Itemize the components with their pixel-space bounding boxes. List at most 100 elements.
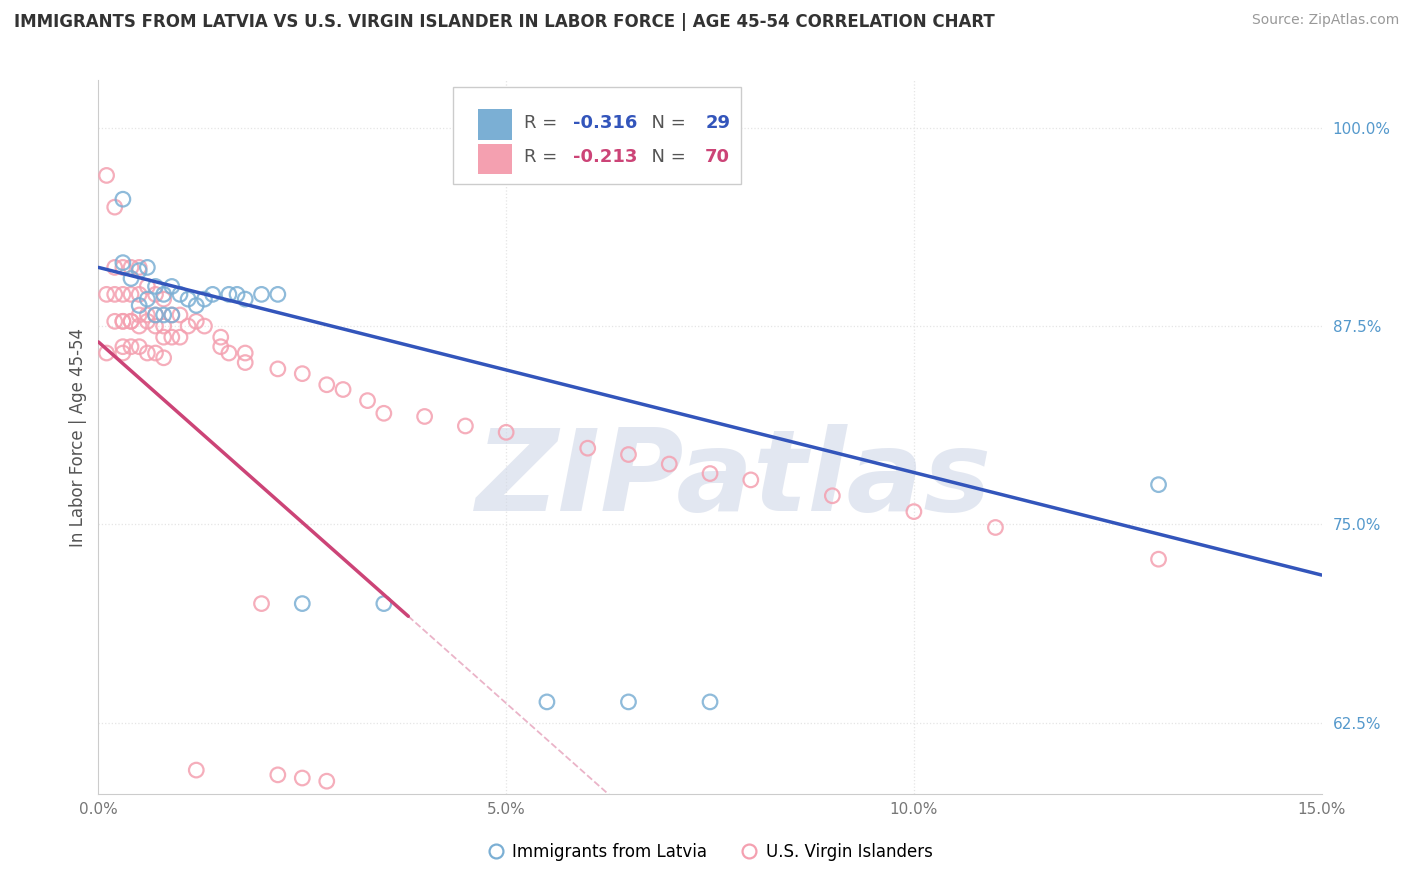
Text: IMMIGRANTS FROM LATVIA VS U.S. VIRGIN ISLANDER IN LABOR FORCE | AGE 45-54 CORREL: IMMIGRANTS FROM LATVIA VS U.S. VIRGIN IS…	[14, 13, 995, 31]
Point	[186, 298, 208, 312]
Point	[128, 308, 150, 322]
Point	[740, 473, 762, 487]
Point	[111, 260, 134, 275]
Point	[250, 287, 273, 301]
Point	[96, 287, 118, 301]
Point	[136, 279, 159, 293]
FancyBboxPatch shape	[478, 144, 512, 175]
Point	[111, 314, 134, 328]
Point	[120, 314, 142, 328]
Text: 70: 70	[706, 148, 730, 166]
Text: Source: ZipAtlas.com: Source: ZipAtlas.com	[1251, 13, 1399, 28]
Point	[145, 287, 167, 301]
Point	[356, 393, 378, 408]
Point	[152, 330, 174, 344]
Point	[145, 308, 167, 322]
Point	[160, 279, 183, 293]
Point	[111, 255, 134, 269]
Text: R =: R =	[524, 114, 562, 132]
Point	[160, 330, 183, 344]
Point	[96, 346, 118, 360]
Point	[186, 763, 208, 777]
Point	[152, 287, 174, 301]
Point	[576, 441, 599, 455]
Point	[193, 319, 215, 334]
Point	[209, 330, 232, 344]
Point	[104, 287, 127, 301]
Point	[120, 314, 142, 328]
Point	[128, 340, 150, 354]
Text: 29: 29	[706, 114, 730, 132]
FancyBboxPatch shape	[453, 87, 741, 184]
Point	[201, 287, 224, 301]
Point	[111, 314, 134, 328]
Point	[128, 287, 150, 301]
Point	[145, 308, 167, 322]
Point	[120, 271, 142, 285]
Point	[218, 287, 240, 301]
Point	[984, 520, 1007, 534]
Point	[193, 292, 215, 306]
Point	[658, 457, 681, 471]
Legend: Immigrants from Latvia, U.S. Virgin Islanders: Immigrants from Latvia, U.S. Virgin Isla…	[481, 837, 939, 868]
Point	[373, 597, 395, 611]
Point	[233, 346, 256, 360]
Point	[111, 340, 134, 354]
FancyBboxPatch shape	[478, 110, 512, 140]
Y-axis label: In Labor Force | Age 45-54: In Labor Force | Age 45-54	[69, 327, 87, 547]
Point	[111, 346, 134, 360]
Text: ZIPatlas: ZIPatlas	[477, 425, 993, 535]
Point	[145, 346, 167, 360]
Text: N =: N =	[640, 114, 692, 132]
Point	[177, 319, 200, 334]
Point	[145, 319, 167, 334]
Point	[332, 383, 354, 397]
Point	[120, 340, 142, 354]
Point	[160, 308, 183, 322]
Point	[128, 260, 150, 275]
Point	[96, 169, 118, 183]
Point	[136, 260, 159, 275]
Text: N =: N =	[640, 148, 692, 166]
Point	[128, 298, 150, 312]
Point	[291, 597, 314, 611]
Point	[267, 287, 290, 301]
Point	[152, 319, 174, 334]
Point	[267, 362, 290, 376]
Point	[120, 287, 142, 301]
Point	[536, 695, 558, 709]
Point	[186, 314, 208, 328]
Point	[145, 279, 167, 293]
Point	[104, 200, 127, 214]
Point	[209, 340, 232, 354]
Point	[315, 377, 337, 392]
Point	[111, 192, 134, 206]
Point	[169, 308, 191, 322]
Point	[1147, 477, 1170, 491]
Point	[104, 260, 127, 275]
Point	[152, 351, 174, 365]
Point	[315, 774, 337, 789]
Text: -0.316: -0.316	[574, 114, 637, 132]
Point	[267, 768, 290, 782]
Point	[160, 308, 183, 322]
Point	[120, 260, 142, 275]
Point	[152, 308, 174, 322]
Text: -0.213: -0.213	[574, 148, 637, 166]
Point	[699, 695, 721, 709]
Point	[136, 314, 159, 328]
Point	[1147, 552, 1170, 566]
Point	[617, 448, 640, 462]
Point	[373, 406, 395, 420]
Point	[495, 425, 517, 440]
Point	[169, 287, 191, 301]
Point	[699, 467, 721, 481]
Point	[291, 771, 314, 785]
Text: R =: R =	[524, 148, 562, 166]
Point	[218, 346, 240, 360]
Point	[226, 287, 249, 301]
Point	[413, 409, 436, 424]
Point	[291, 367, 314, 381]
Point	[169, 330, 191, 344]
Point	[136, 346, 159, 360]
